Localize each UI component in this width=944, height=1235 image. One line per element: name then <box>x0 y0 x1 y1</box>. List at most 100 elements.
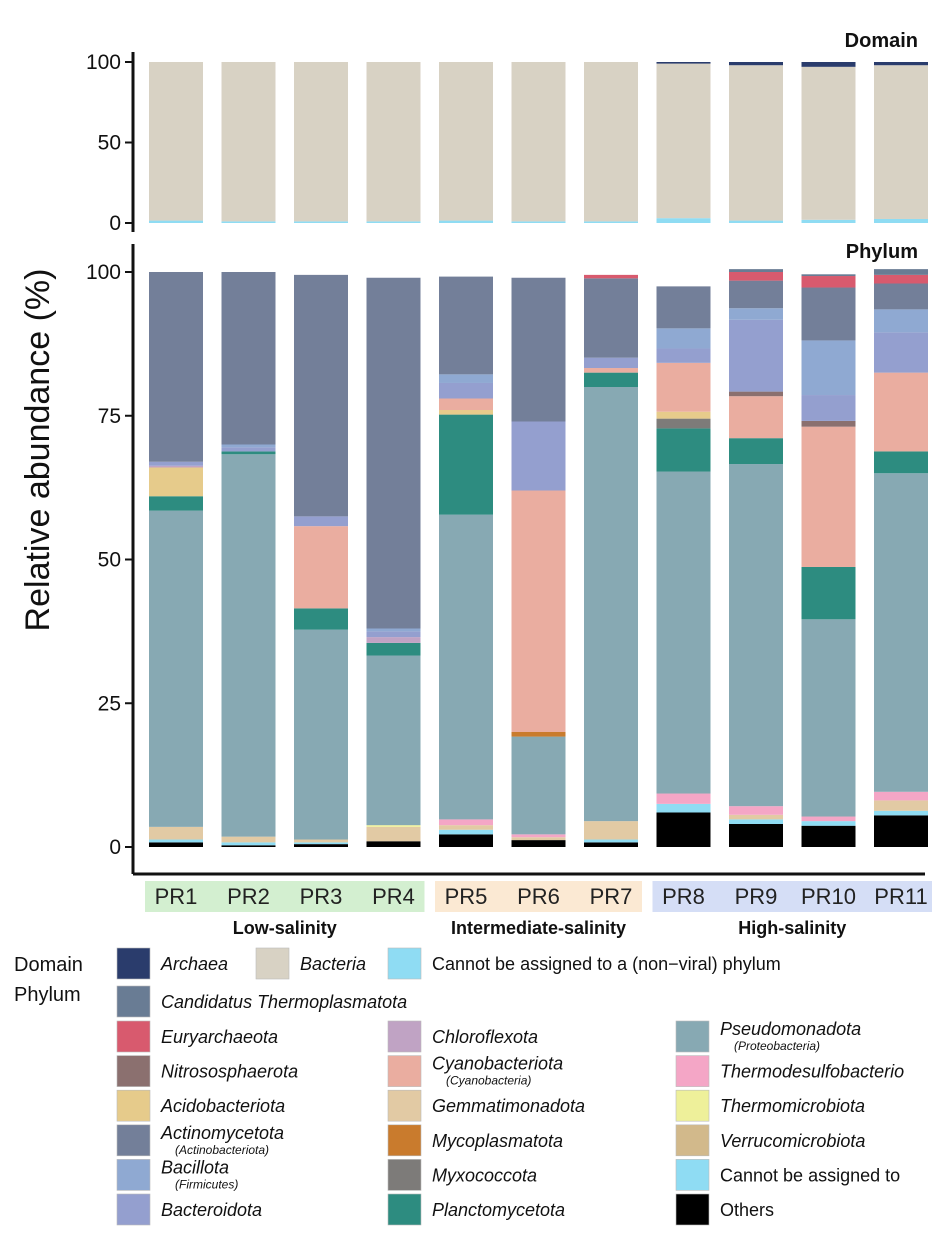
phylum-segment-acidobacteriota <box>439 410 493 415</box>
phylum-segment-bacteroidota <box>149 461 203 466</box>
legend-label: Bacillota <box>161 1157 229 1177</box>
phylum-segment-pseudomonadota <box>149 510 203 827</box>
phylum-segment-actinomycetota <box>584 278 638 358</box>
legend-item-chloroflexota: Chloroflexota <box>387 1020 538 1053</box>
domain-bar-pr8 <box>656 62 711 223</box>
legend-label: Pseudomonadota <box>720 1019 861 1039</box>
phylum-segment-gemmatimonadota <box>584 821 638 840</box>
phylum-segment-cannot-be-assigned-to <box>149 839 203 843</box>
legend-item-actinomycetota: Actinomycetota(Actinobacteriota) <box>116 1123 284 1157</box>
phylum-segment-pseudomonadota <box>656 471 711 794</box>
phylum-segment-others <box>511 840 566 847</box>
phylum-segment-actinomycetota <box>149 272 203 462</box>
domain-segment-bacteria <box>221 62 276 222</box>
phylum-segment-bacteroidota <box>294 516 348 527</box>
legend-sublabel: (Cyanobacteria) <box>446 1074 531 1088</box>
phylum-panel-title: Phylum <box>846 241 918 263</box>
phylum-segment-gemmatimonadota <box>729 814 783 820</box>
phylum-segment-gemmatimonadota <box>874 800 928 811</box>
legend-label: Others <box>720 1200 774 1220</box>
legend-swatch <box>255 947 290 980</box>
group-band-high-salinity <box>652 881 932 912</box>
phylum-segment-cannot-be-assigned-to <box>294 842 348 845</box>
phylum-segment-pseudomonadota <box>439 514 493 820</box>
phylum-segment-pseudomonadota <box>221 454 276 837</box>
phylum-segment-euryarchaeota <box>729 272 783 281</box>
phylum-segment-bacillota <box>801 340 856 396</box>
phylum-segment-euryarchaeota <box>801 276 856 288</box>
phylum-bar-pr2 <box>221 272 276 847</box>
domain-segment-archaea <box>801 62 856 67</box>
phylum-segment-actinomycetota <box>366 277 421 629</box>
phylum-segment-gemmatimonadota <box>439 825 493 830</box>
phylum-bar-pr4 <box>366 277 421 847</box>
legend-swatch <box>116 1055 151 1087</box>
domain-segment-bacteria <box>801 66 856 220</box>
phylum-y-tick-label: 100 <box>86 261 121 284</box>
phylum-segment-cannot-be-assigned-to <box>439 829 493 835</box>
phylum-y-tick-label: 75 <box>98 405 121 428</box>
legend-label: Cannot be assigned to a (non−viral) phyl… <box>432 954 781 974</box>
phylum-segment-gemmatimonadota <box>149 826 203 840</box>
legend: Domain Phylum Archaea Bacteria Cannot be a… <box>14 947 904 1226</box>
x-tick-label-pr9: PR9 <box>735 884 778 909</box>
phylum-segment-acidobacteriota <box>149 467 203 497</box>
group-label-low-salinity: Low-salinity <box>233 918 337 938</box>
legend-swatch <box>387 1159 422 1191</box>
domain-bar-pr9 <box>729 62 783 223</box>
phylum-y-tick-label: 0 <box>109 836 121 859</box>
domain-segment-cannot-be-assigned-to-a-non-viral-phylum <box>366 221 421 223</box>
phylum-segment-planctomycetota <box>584 372 638 387</box>
domain-bar-pr1 <box>149 62 203 223</box>
phylum-segment-gemmatimonadota <box>294 839 348 843</box>
phylum-segment-thermodesulfobacteriota <box>729 806 783 815</box>
legend-swatch <box>116 1089 151 1122</box>
phylum-segment-bacteroidota <box>729 319 783 392</box>
phylum-segment-thermodesulfobacteriota <box>874 791 928 801</box>
x-tick-label-pr6: PR6 <box>517 884 560 909</box>
domain-segment-cannot-be-assigned-to-a-non-viral-phylum <box>656 218 711 223</box>
phylum-segment-planctomycetota <box>366 642 421 656</box>
domain-bar-pr10 <box>801 62 856 223</box>
phylum-segment-bacteroidota <box>584 357 638 369</box>
phylum-segment-bacillota <box>221 444 276 448</box>
x-tick-label-pr5: PR5 <box>445 884 488 909</box>
legend-label: Mycoplasmatota <box>432 1131 563 1151</box>
legend-swatch <box>116 985 151 1018</box>
phylum-segment-bacillota <box>874 309 928 333</box>
legend-item-bacteria: Bacteria <box>255 947 366 980</box>
phylum-segment-actinomycetota <box>729 280 783 309</box>
legend-label: Chloroflexota <box>432 1027 538 1047</box>
phylum-segment-cannot-be-assigned-to <box>221 842 276 846</box>
group-label-high-salinity: High-salinity <box>738 918 846 938</box>
phylum-segment-bacillota <box>656 328 711 349</box>
phylum-segment-others <box>874 815 928 847</box>
phylum-segment-chloroflexota <box>149 465 203 468</box>
phylum-segment-actinomycetota <box>221 272 276 445</box>
legend-item-planctomycetota: Planctomycetota <box>387 1193 565 1226</box>
phylum-segment-actinomycetota <box>874 283 928 310</box>
legend-swatch <box>675 1020 710 1053</box>
phylum-segment-pseudomonadota <box>366 655 421 826</box>
legend-swatch <box>116 1020 151 1053</box>
domain-segment-archaea <box>874 62 928 66</box>
phylum-segment-pseudomonadota <box>511 736 566 835</box>
legend-item-thermomicrobiota: Thermomicrobiota <box>675 1089 865 1122</box>
x-tick-label-pr1: PR1 <box>155 884 198 909</box>
phylum-segment-candidatus-thermoplasmatota <box>874 269 928 275</box>
phylum-segment-gemmatimonadota <box>366 826 421 842</box>
domain-segment-cannot-be-assigned-to-a-non-viral-phylum <box>294 221 348 223</box>
domain-bar-pr3 <box>294 62 348 223</box>
legend-item-gemmatimonadota: Gemmatimonadota <box>387 1089 585 1122</box>
x-tick-label-pr2: PR2 <box>227 884 270 909</box>
phylum-segment-nitrososphaerota <box>801 420 856 427</box>
phylum-bar-pr9 <box>729 269 783 847</box>
legend-item-acidobacteriota: Acidobacteriota <box>116 1089 285 1122</box>
legend-swatch <box>387 1020 422 1053</box>
phylum-bar-pr10 <box>801 274 856 847</box>
legend-label: Archaea <box>160 954 228 974</box>
x-tick-label-pr7: PR7 <box>590 884 633 909</box>
phylum-segment-bacteroidota <box>656 348 711 363</box>
domain-segment-cannot-be-assigned-to-a-non-viral-phylum <box>511 221 566 223</box>
legend-label: Myxococcota <box>432 1165 537 1185</box>
